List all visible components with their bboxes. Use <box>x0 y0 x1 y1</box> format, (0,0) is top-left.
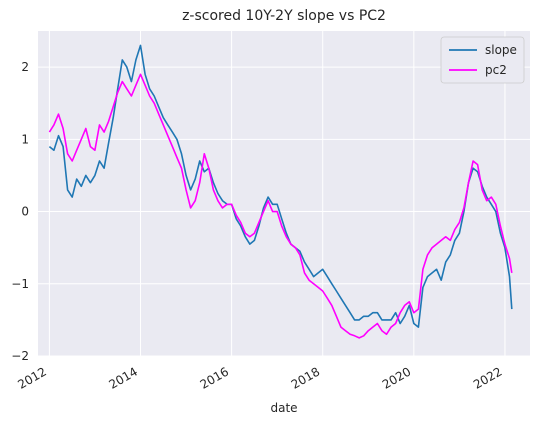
x-axis-label: date <box>270 401 297 415</box>
legend-label: pc2 <box>485 63 507 77</box>
x-tick-label: 2016 <box>198 364 231 391</box>
y-tick-label: −1 <box>11 277 29 291</box>
y-tick-label: 2 <box>21 60 29 74</box>
y-tick-label: 0 <box>21 205 29 219</box>
legend-box <box>440 36 525 84</box>
series-lines <box>48 44 513 339</box>
chart-title: z-scored 10Y-2Y slope vs PC2 <box>182 8 386 24</box>
y-tick-label: −2 <box>11 349 29 363</box>
series-line-slope <box>48 44 513 328</box>
legend-label: slope <box>485 43 517 57</box>
legend: slope pc2 <box>440 36 525 84</box>
gridlines <box>38 31 530 357</box>
x-tick-label: 2018 <box>289 364 322 391</box>
x-tick-label: 2014 <box>107 364 140 391</box>
x-tick-label: 2012 <box>15 364 48 391</box>
y-tick-label: 1 <box>21 132 29 146</box>
x-tick-label: 2020 <box>380 364 413 391</box>
series-line-pc2 <box>48 73 513 339</box>
x-tick-label: 2022 <box>471 364 504 391</box>
